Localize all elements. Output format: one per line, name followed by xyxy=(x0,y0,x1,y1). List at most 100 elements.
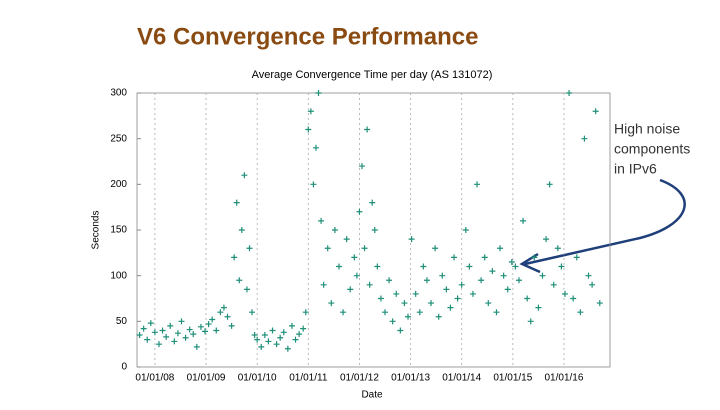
point xyxy=(236,277,243,284)
point xyxy=(202,328,209,335)
point xyxy=(254,336,261,343)
point xyxy=(573,254,580,261)
point xyxy=(558,263,565,270)
point xyxy=(539,272,546,279)
point xyxy=(238,227,245,233)
point xyxy=(251,332,258,339)
point xyxy=(447,304,454,311)
point xyxy=(331,227,338,233)
y-axis-label: Seconds xyxy=(91,211,102,250)
point xyxy=(140,325,147,332)
point xyxy=(374,263,381,270)
point xyxy=(307,108,314,115)
chart-title: Average Convergence Time per day (AS 131… xyxy=(252,69,493,81)
point xyxy=(401,300,408,307)
point xyxy=(231,254,238,261)
point xyxy=(310,181,317,188)
point xyxy=(305,126,312,133)
point xyxy=(377,295,384,302)
point xyxy=(585,272,592,279)
point xyxy=(228,322,235,329)
point xyxy=(478,277,485,284)
point xyxy=(246,245,253,252)
point xyxy=(443,286,450,293)
x-tick-label: 01/01/14 xyxy=(442,373,481,384)
point xyxy=(493,309,500,316)
point xyxy=(458,281,465,288)
point xyxy=(454,295,461,302)
point xyxy=(300,325,307,332)
x-tick-label: 01/01/09 xyxy=(187,373,226,384)
point xyxy=(324,245,331,252)
point xyxy=(261,332,268,339)
x-tick-label: 01/01/08 xyxy=(135,373,174,384)
y-tick-label: 150 xyxy=(110,225,127,236)
point xyxy=(546,181,553,188)
point xyxy=(243,286,250,293)
point xyxy=(581,135,588,142)
point xyxy=(423,277,430,284)
point xyxy=(209,316,216,323)
point xyxy=(136,332,143,339)
point xyxy=(485,300,492,307)
annotation: High noise xyxy=(614,121,680,137)
point xyxy=(520,217,527,224)
point xyxy=(288,322,295,329)
point xyxy=(193,343,200,350)
point xyxy=(241,172,248,179)
point xyxy=(554,245,561,252)
point xyxy=(167,322,174,329)
point xyxy=(347,286,354,293)
point xyxy=(489,268,496,275)
point xyxy=(217,309,224,316)
point xyxy=(155,341,162,348)
y-tick-label: 50 xyxy=(116,316,128,327)
point xyxy=(481,254,488,261)
point xyxy=(543,236,550,243)
point xyxy=(577,309,584,316)
point xyxy=(474,181,481,188)
point xyxy=(220,304,227,311)
point xyxy=(269,327,276,334)
point xyxy=(531,254,538,261)
x-axis-label: Date xyxy=(361,390,383,401)
point xyxy=(566,90,573,96)
point xyxy=(408,236,415,243)
point xyxy=(277,334,284,341)
point xyxy=(371,227,378,233)
point xyxy=(312,144,319,151)
point xyxy=(366,281,373,288)
point xyxy=(428,300,435,307)
point xyxy=(435,313,442,320)
point xyxy=(147,320,154,327)
point xyxy=(284,345,291,352)
point xyxy=(292,336,299,343)
point xyxy=(159,327,166,334)
point xyxy=(302,309,309,316)
point xyxy=(144,336,151,343)
point xyxy=(527,318,534,325)
point xyxy=(512,263,519,270)
point xyxy=(504,286,511,293)
point xyxy=(340,309,347,316)
point xyxy=(596,300,603,307)
point xyxy=(570,295,577,302)
point xyxy=(163,333,170,340)
point xyxy=(296,331,303,338)
point xyxy=(249,309,256,316)
point xyxy=(416,309,423,316)
point xyxy=(382,309,389,316)
x-tick-label: 01/01/13 xyxy=(391,373,430,384)
point xyxy=(508,258,515,265)
point xyxy=(389,318,396,325)
annotation: components xyxy=(614,141,690,157)
point xyxy=(318,217,325,224)
point xyxy=(320,281,327,288)
point xyxy=(369,199,376,206)
point xyxy=(178,318,185,325)
point xyxy=(386,277,393,284)
point xyxy=(393,290,400,297)
point xyxy=(343,236,350,243)
x-tick-label: 01/01/10 xyxy=(238,373,277,384)
